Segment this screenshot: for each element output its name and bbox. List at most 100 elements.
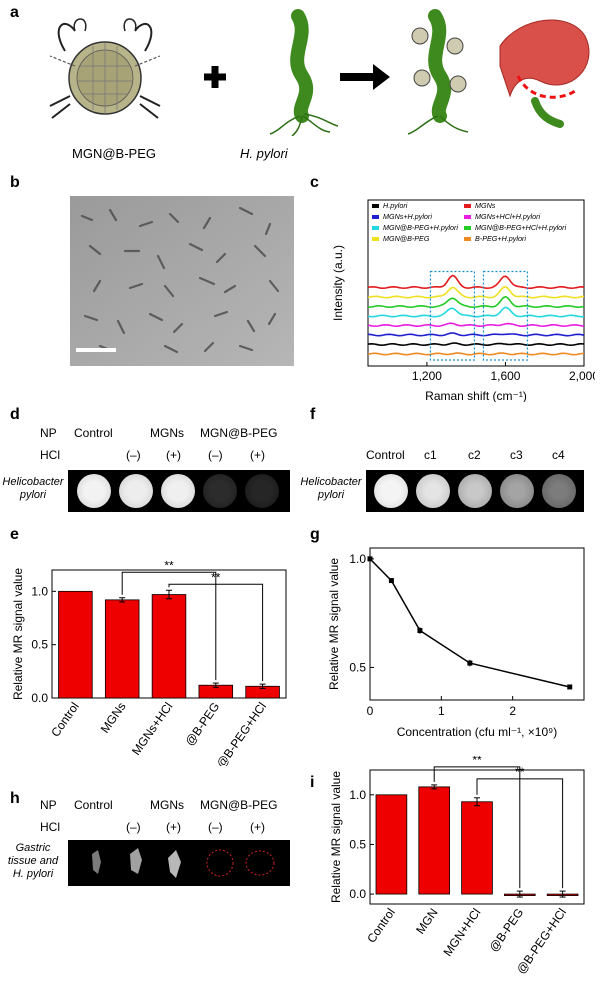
bar (418, 786, 451, 895)
scale-bar (76, 348, 116, 352)
x-tick-label: MGNs (98, 700, 129, 736)
mr-well (245, 474, 279, 508)
mr-well (161, 474, 195, 508)
spectrum-line (367, 285, 585, 299)
hcl-label-d: HCl (40, 448, 60, 462)
significance-label: ** (515, 765, 525, 779)
panel-label-a: a (10, 4, 19, 21)
data-point (367, 556, 373, 562)
bar (58, 590, 93, 699)
data-line (369, 558, 570, 688)
legend-entry: MGNs+HCl+H.pylori (475, 212, 541, 221)
legend-entry: B-PEG+H.pylori (475, 234, 526, 243)
mr-image-strip-f (366, 470, 584, 512)
hcl-mark-h-4: (+) (250, 820, 265, 834)
raman-spectra-chart: Intensity (a.u.) 1,200 1,600 2,000 Raman shi… (331, 199, 595, 402)
group-mgn-b-peg-h: MGN@B-PEG (200, 798, 278, 812)
bar (104, 599, 140, 699)
legend-swatch (464, 204, 471, 208)
y-axis-label: Relative MR signal value (327, 558, 341, 690)
significance-label: ** (164, 558, 174, 572)
panel-label-b: b (10, 174, 20, 191)
y-tick-label: 1.0 (349, 552, 366, 566)
x-tick-label: 1,200 (412, 369, 442, 383)
spectrum-line (367, 274, 585, 290)
col-c1-f: c1 (424, 448, 437, 462)
panel-label-g: g (310, 526, 320, 543)
bound-bacteria-illustration (407, 9, 469, 135)
np-label-h: NP (40, 798, 57, 812)
plot-frame (369, 769, 585, 905)
panel-label-c: c (310, 174, 319, 191)
hcl-mark-h-2: (+) (166, 820, 181, 834)
bar-chart-e: 0.0 0.5 1.0 Relative MR signal value Control… (11, 558, 287, 766)
legend-swatch (464, 215, 471, 219)
y-tick-label: 1.0 (31, 584, 48, 598)
stomach-illustration (499, 19, 590, 128)
label-mgn-b-peg: MGN@B-PEG (72, 146, 156, 161)
plot-frame (367, 199, 585, 367)
legend-entry: MGN@B-PEG+HCl+H.pylori (475, 223, 567, 232)
legend-swatch (464, 237, 471, 241)
plus-icon (204, 66, 226, 88)
x-tick-label: @B-PEG (182, 700, 222, 749)
significance-bracket (433, 766, 521, 889)
legend-entry: H.pylori (383, 201, 408, 210)
col-control-f: Control (366, 448, 405, 462)
mr-well (500, 474, 534, 508)
mr-well (203, 474, 237, 508)
legend-swatch (464, 226, 471, 230)
x-axis-label: Raman shift (cm⁻¹) (425, 389, 527, 402)
legend-swatch (372, 215, 379, 219)
x-tick-label: MGN (413, 906, 441, 937)
significance-label: ** (472, 756, 482, 767)
legend-entry: MGNs+H.pylori (383, 212, 432, 221)
y-tick-label: 0.5 (349, 660, 366, 674)
hcl-mark-d-1: (–) (126, 448, 141, 462)
y-tick-label: 1.0 (349, 788, 366, 802)
legend-entry: MGNs (475, 201, 496, 210)
group-mgn-b-peg-d: MGN@B-PEG (200, 426, 278, 440)
np-label-d: NP (40, 426, 57, 440)
panel-label-f: f (310, 406, 316, 423)
y-tick-label: 0.0 (31, 691, 48, 705)
mgn-nanoparticle-illustration (49, 18, 161, 119)
significance-bracket (168, 583, 264, 682)
label-h-pylori: H. pylori (240, 146, 288, 161)
spectrum-line (367, 352, 585, 356)
mr-well (542, 474, 576, 508)
bar-chart-i: 0.0 0.5 1.0 Relative MR signal value Control… (329, 756, 585, 976)
y-tick-label: 0.5 (349, 837, 366, 851)
plot-frame (369, 547, 585, 701)
x-axis-label: Concentration (cfu ml⁻¹, ×10⁹) (397, 725, 558, 739)
mr-well (77, 474, 111, 508)
y-axis-label: Relative MR signal value (11, 568, 25, 700)
panel-label-i: i (310, 774, 315, 791)
col-c2-f: c2 (468, 448, 481, 462)
line-chart-g: 0.5 1.0 0 1 2 Relative MR signal value Concent… (327, 547, 585, 739)
spectrum-line (367, 306, 585, 318)
x-tick-label: 1,600 (490, 369, 520, 383)
group-mgns-h: MGNs (150, 798, 184, 812)
x-tick-label: 1 (438, 704, 445, 718)
x-tick-label: MGNs+HCl (129, 700, 175, 758)
hcl-mark-d-4: (+) (250, 448, 265, 462)
x-tick-label: MGN+HCl (440, 906, 483, 959)
legend-swatch (372, 226, 379, 230)
y-axis-label: Intensity (a.u.) (331, 245, 345, 321)
spectrum-line (367, 295, 585, 309)
legend-swatch (372, 237, 379, 241)
peak-highlight-box (429, 270, 476, 361)
significance-bracket (476, 778, 564, 889)
row-label-f: Helicobacter pylori (300, 476, 362, 501)
spectrum-line (367, 322, 585, 328)
panel-label-d: d (10, 406, 20, 423)
panel-label-h: h (10, 790, 20, 807)
mr-well (416, 474, 450, 508)
x-tick-label: 0 (367, 704, 374, 718)
panel-label-e: e (10, 526, 19, 543)
x-tick-label: 2,000 (569, 369, 595, 383)
col-c4-f: c4 (552, 448, 565, 462)
legend-entry: MGN@B-PEG (383, 234, 430, 243)
y-axis-label: Relative MR signal value (329, 771, 343, 903)
